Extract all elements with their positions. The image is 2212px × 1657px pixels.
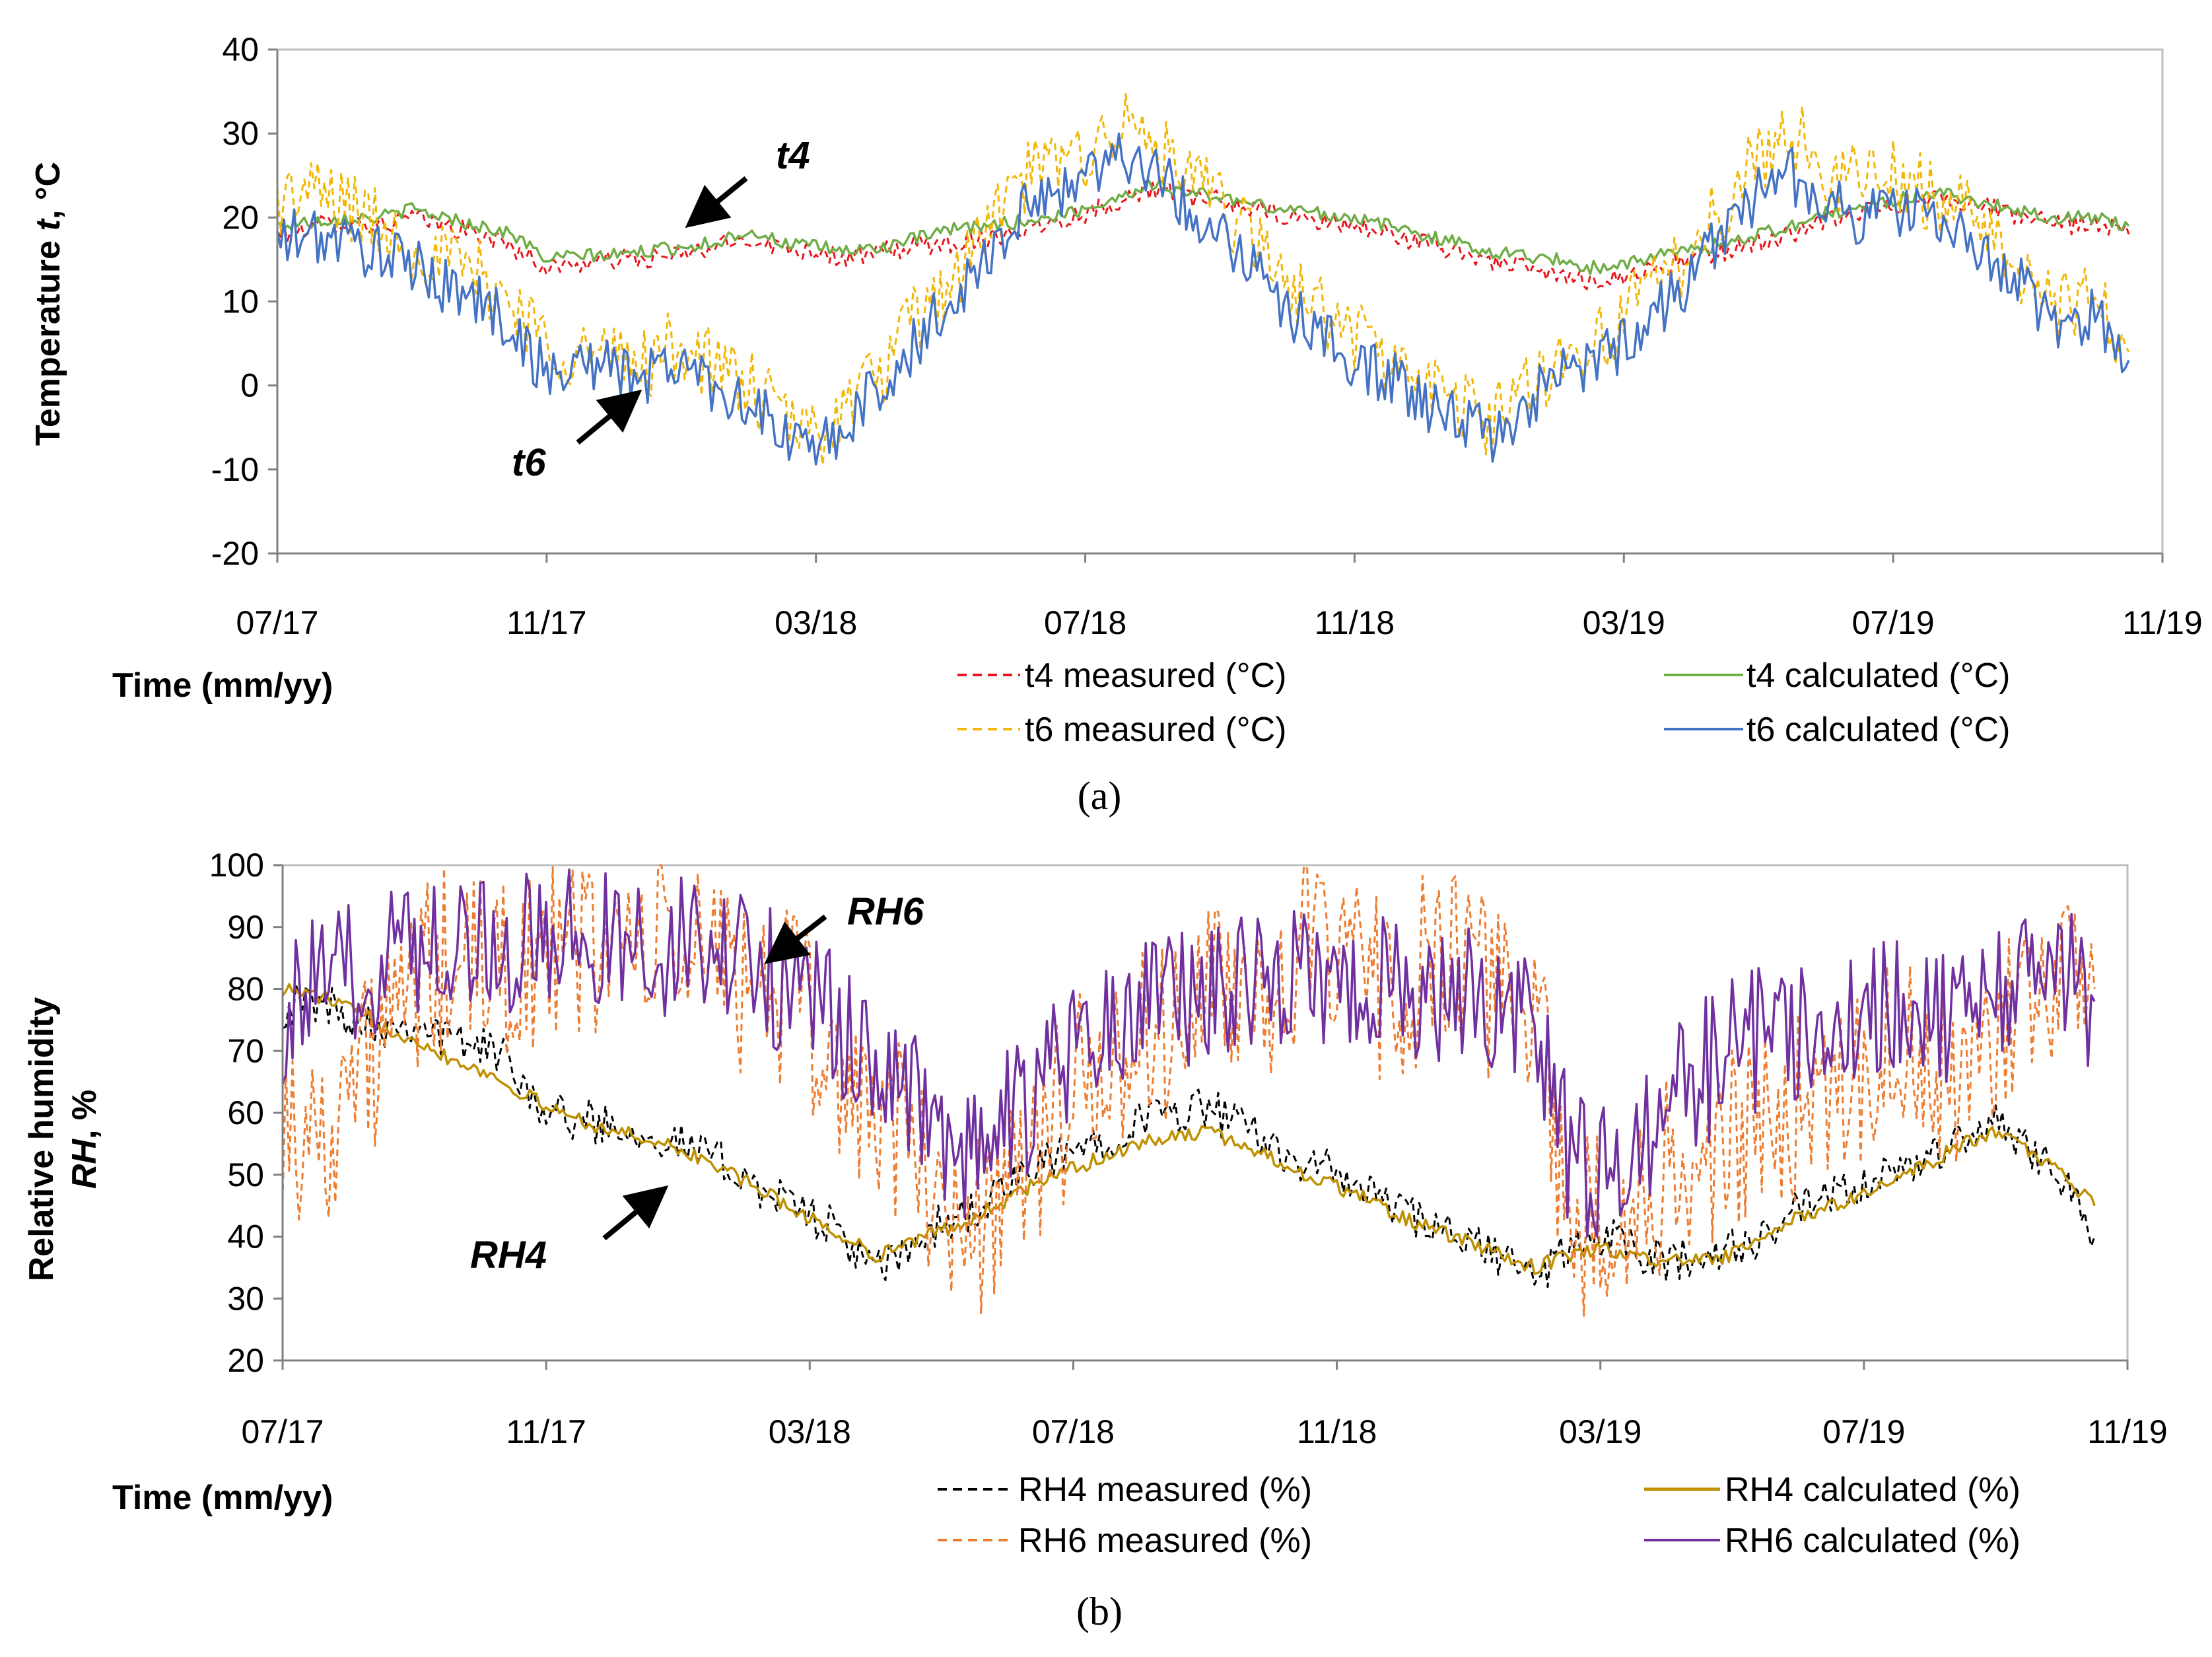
chart-a-annotation-t4: t4 bbox=[776, 134, 810, 177]
chart-b-series bbox=[281, 864, 2096, 1317]
chart-a: -20 -10 0 10 20 30 40 07/17 11/17 03/18 07/18 11/1… bbox=[29, 31, 2203, 818]
chart-a-xlabel: Time (mm/yy) bbox=[112, 666, 333, 705]
chart-a-y-tick-label: -10 bbox=[211, 451, 259, 488]
chart-a-series-t4-measured bbox=[276, 180, 2130, 291]
chart-a-grid bbox=[276, 48, 2164, 555]
chart-a-y-tick-label: -20 bbox=[211, 535, 259, 572]
chart-a-caption: (a) bbox=[1078, 774, 1122, 818]
chart-b-x-tick-label: 11/18 bbox=[1297, 1413, 1377, 1450]
chart-b-arrow-rh6 bbox=[764, 914, 827, 964]
chart-b-annotation-rh6: RH6 bbox=[847, 890, 924, 933]
chart-a-x-tick-label: 07/19 bbox=[1852, 604, 1935, 641]
chart-b-x-tick-label: 11/17 bbox=[506, 1413, 586, 1450]
chart-b-series-rh4-calculated bbox=[281, 983, 2096, 1275]
chart-a-y-tick-labels: -20 -10 0 10 20 30 40 bbox=[211, 31, 259, 572]
chart-a-y-tick-label: 30 bbox=[222, 115, 259, 152]
chart-a-series bbox=[276, 93, 2130, 466]
legend-label-t4-calculated: t4 calculated (°C) bbox=[1746, 656, 2010, 695]
chart-b-caption: (b) bbox=[1076, 1590, 1123, 1633]
legend-label-t6-calculated: t6 calculated (°C) bbox=[1746, 711, 2010, 749]
chart-b-series-rh6-calculated bbox=[281, 868, 2096, 1238]
chart-b-y-tick-label: 30 bbox=[227, 1280, 264, 1317]
chart-b-x-tick-label: 03/18 bbox=[769, 1413, 851, 1450]
chart-a-x-tick-label: 11/17 bbox=[506, 604, 586, 641]
chart-b-ylabel-line2: RH, % bbox=[65, 1090, 104, 1189]
chart-b-x-tick-labels: 07/17 11/17 03/18 07/18 11/18 03/19 07/19 11/19 bbox=[241, 1413, 2167, 1450]
legend-label-rh4-calculated: RH4 calculated (%) bbox=[1725, 1471, 2021, 1509]
chart-b-y-tick-label: 70 bbox=[227, 1032, 264, 1069]
chart-a-x-tick-label: 03/19 bbox=[1583, 604, 1665, 641]
chart-b-arrow-rh4 bbox=[602, 1185, 669, 1241]
chart-b-xlabel: Time (mm/yy) bbox=[112, 1479, 333, 1517]
chart-a-plot-frame bbox=[276, 48, 2164, 555]
chart-a-ylabel: Temperature t, °C bbox=[29, 162, 67, 446]
chart-a-x-tick-label: 07/18 bbox=[1044, 604, 1126, 641]
chart-a-arrow-t4 bbox=[685, 176, 748, 229]
chart-a-x-tick-label: 11/18 bbox=[1315, 604, 1395, 641]
chart-b-x-tick-label: 11/19 bbox=[2087, 1413, 2167, 1450]
chart-b-y-tick-labels: 20 30 40 50 60 70 80 90 100 bbox=[209, 847, 264, 1379]
chart-a-arrow-t6 bbox=[576, 389, 642, 445]
chart-b-y-tick-label: 60 bbox=[227, 1094, 264, 1131]
chart-b-y-tick-label: 20 bbox=[227, 1342, 264, 1379]
chart-a-series-t6-calculated bbox=[276, 132, 2130, 466]
chart-a-y-tick-label: 40 bbox=[222, 31, 259, 68]
chart-a-x-tick-labels: 07/17 11/17 03/18 07/18 11/18 03/19 07/19 11/19 bbox=[236, 604, 2202, 641]
chart-a-x-tick-label: 03/18 bbox=[775, 604, 857, 641]
chart-b-x-tick-label: 03/19 bbox=[1559, 1413, 1642, 1450]
chart-a-y-tick-label: 0 bbox=[240, 367, 259, 404]
chart-a-x-tick-label: 07/17 bbox=[236, 604, 318, 641]
chart-b-y-tick-label: 40 bbox=[227, 1218, 264, 1255]
chart-a-y-tick-label: 20 bbox=[222, 199, 259, 236]
chart-b-y-tick-label: 90 bbox=[227, 909, 264, 946]
chart-a-y-tick-label: 10 bbox=[222, 283, 259, 320]
chart-b-x-tick-label: 07/17 bbox=[241, 1413, 324, 1450]
chart-b-annotation-rh4: RH4 bbox=[470, 1234, 547, 1277]
chart-a-x-tick-label: 11/19 bbox=[2122, 604, 2202, 641]
chart-b-y-tick-label: 80 bbox=[227, 971, 264, 1008]
chart-b-legend: RH4 measured (%) RH6 measured (%) RH4 ca… bbox=[938, 1471, 2021, 1560]
chart-a-annotation-t6: t6 bbox=[512, 441, 546, 484]
chart-b-x-tick-label: 07/19 bbox=[1822, 1413, 1905, 1450]
chart-a-axes bbox=[268, 48, 2164, 563]
chart-a-legend: t4 measured (°C) t6 measured (°C) t4 cal… bbox=[957, 656, 2010, 749]
chart-b-y-tick-label: 50 bbox=[227, 1156, 264, 1193]
legend-label-t6-measured: t6 measured (°C) bbox=[1025, 711, 1286, 749]
legend-label-rh6-calculated: RH6 calculated (%) bbox=[1725, 1522, 2021, 1560]
chart-b-ylabel-line1: Relative humidity bbox=[22, 997, 61, 1282]
chart-b-y-tick-label: 100 bbox=[209, 847, 264, 884]
legend-label-t4-measured: t4 measured (°C) bbox=[1025, 656, 1286, 695]
chart-b: 20 30 40 50 60 70 80 90 100 07/17 11/17 03/18 07/18… bbox=[22, 847, 2168, 1633]
chart-a-series-t6-measured bbox=[276, 93, 2130, 466]
chart-b-series-rh4-measured bbox=[282, 983, 2096, 1288]
chart-b-x-tick-label: 07/18 bbox=[1032, 1413, 1115, 1450]
legend-label-rh4-measured: RH4 measured (%) bbox=[1018, 1471, 1312, 1509]
chart-b-axes bbox=[273, 864, 2129, 1370]
legend-label-rh6-measured: RH6 measured (%) bbox=[1018, 1522, 1312, 1560]
